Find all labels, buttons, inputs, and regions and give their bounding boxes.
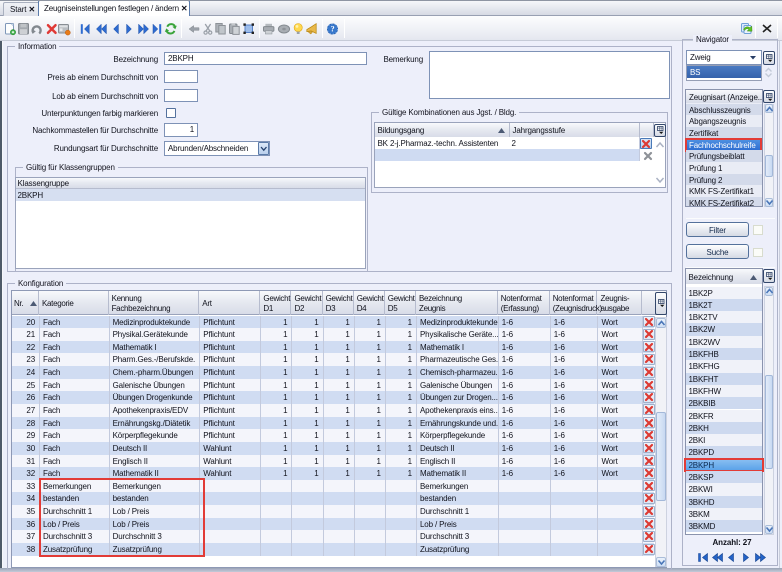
svg-text:?: ?: [331, 24, 335, 33]
